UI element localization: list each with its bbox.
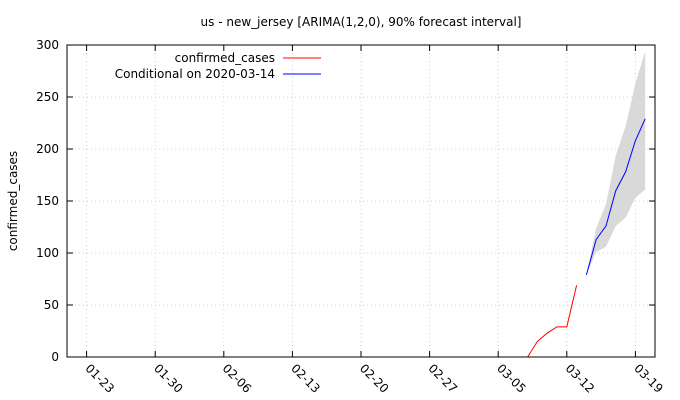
y-tick-label: 100 bbox=[36, 246, 59, 260]
y-tick-label: 250 bbox=[36, 90, 59, 104]
forecast-interval-area bbox=[586, 51, 646, 275]
x-tick-label: 03-05 bbox=[494, 361, 529, 396]
x-tick-label: 03-12 bbox=[563, 361, 598, 396]
x-tick-label: 02-06 bbox=[220, 361, 255, 396]
x-tick-label: 02-27 bbox=[425, 361, 460, 396]
chart-title: us - new_jersey [ARIMA(1,2,0), 90% forec… bbox=[201, 15, 522, 29]
x-tick-label: 01-30 bbox=[151, 361, 186, 396]
y-tick-label: 150 bbox=[36, 194, 59, 208]
x-tick-label: 03-19 bbox=[631, 361, 666, 396]
grid-lines bbox=[67, 45, 655, 357]
y-axis-label: confirmed_cases bbox=[6, 151, 20, 251]
tick-labels: 0 50 100 150 200 250 300 01-23 01-30 02-06 02-13 02… bbox=[36, 38, 666, 396]
series-line-1 bbox=[585, 118, 646, 275]
y-tick-label: 0 bbox=[51, 350, 59, 364]
x-tick-label: 01-23 bbox=[82, 361, 117, 396]
y-tick-label: 300 bbox=[36, 38, 59, 52]
plot-frame bbox=[66, 44, 656, 358]
y-tick-label: 200 bbox=[36, 142, 59, 156]
x-tick-label: 02-13 bbox=[288, 361, 323, 396]
forecast-interval-band bbox=[586, 51, 646, 275]
series-line-0 bbox=[527, 285, 578, 358]
series-lines bbox=[527, 118, 646, 358]
legend-label: confirmed_cases bbox=[175, 51, 275, 65]
y-tick-label: 50 bbox=[44, 298, 59, 312]
legend-label: Conditional on 2020-03-14 bbox=[115, 67, 275, 81]
axes bbox=[66, 44, 656, 358]
legend: confirmed_cases Conditional on 2020-03-14 bbox=[115, 51, 321, 81]
x-tick-label: 02-20 bbox=[357, 361, 392, 396]
